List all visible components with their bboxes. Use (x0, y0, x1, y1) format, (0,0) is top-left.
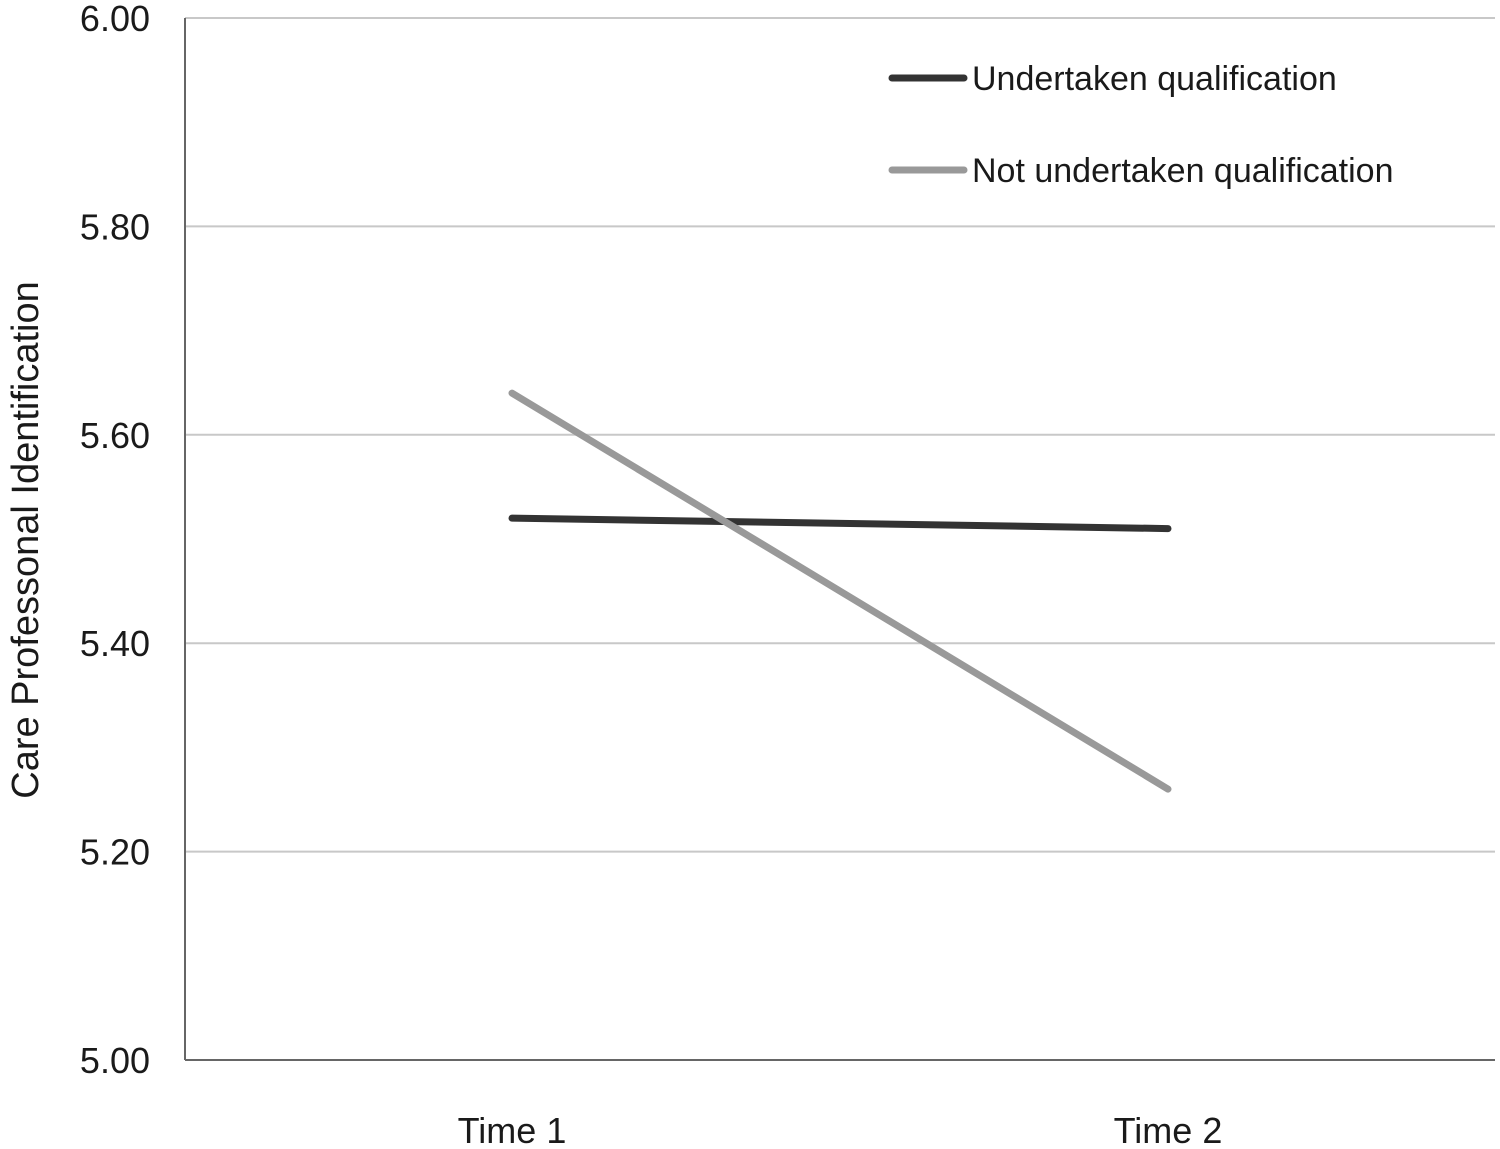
gridlines (185, 17, 1495, 853)
x-tick-label: Time 1 (458, 1110, 567, 1149)
legend: Undertaken qualification Not undertaken q… (888, 60, 1394, 190)
x-tick-label: Time 2 (1114, 1110, 1223, 1149)
series-line-2 (508, 389, 1172, 793)
y-tick-label: 5.00 (80, 1040, 150, 1081)
y-tick-label: 6.00 (80, 0, 150, 39)
y-tick-label: 5.40 (80, 623, 150, 664)
y-tick-label: 5.20 (80, 832, 150, 873)
series-line-1 (508, 514, 1172, 533)
axes (184, 18, 1495, 1061)
legend-label-1: Undertaken qualification (972, 60, 1337, 98)
x-tick-labels: Time 1 Time 2 (458, 1110, 1223, 1149)
y-tick-label: 5.80 (80, 206, 150, 247)
legend-label-2: Not undertaken qualification (972, 152, 1394, 190)
y-axis-title: Care Professonal Identification (5, 281, 47, 799)
series-lines (508, 389, 1172, 793)
y-tick-label: 5.60 (80, 415, 150, 456)
y-tick-labels: 5.00 5.20 5.40 5.60 5.80 6.00 (80, 0, 150, 1081)
